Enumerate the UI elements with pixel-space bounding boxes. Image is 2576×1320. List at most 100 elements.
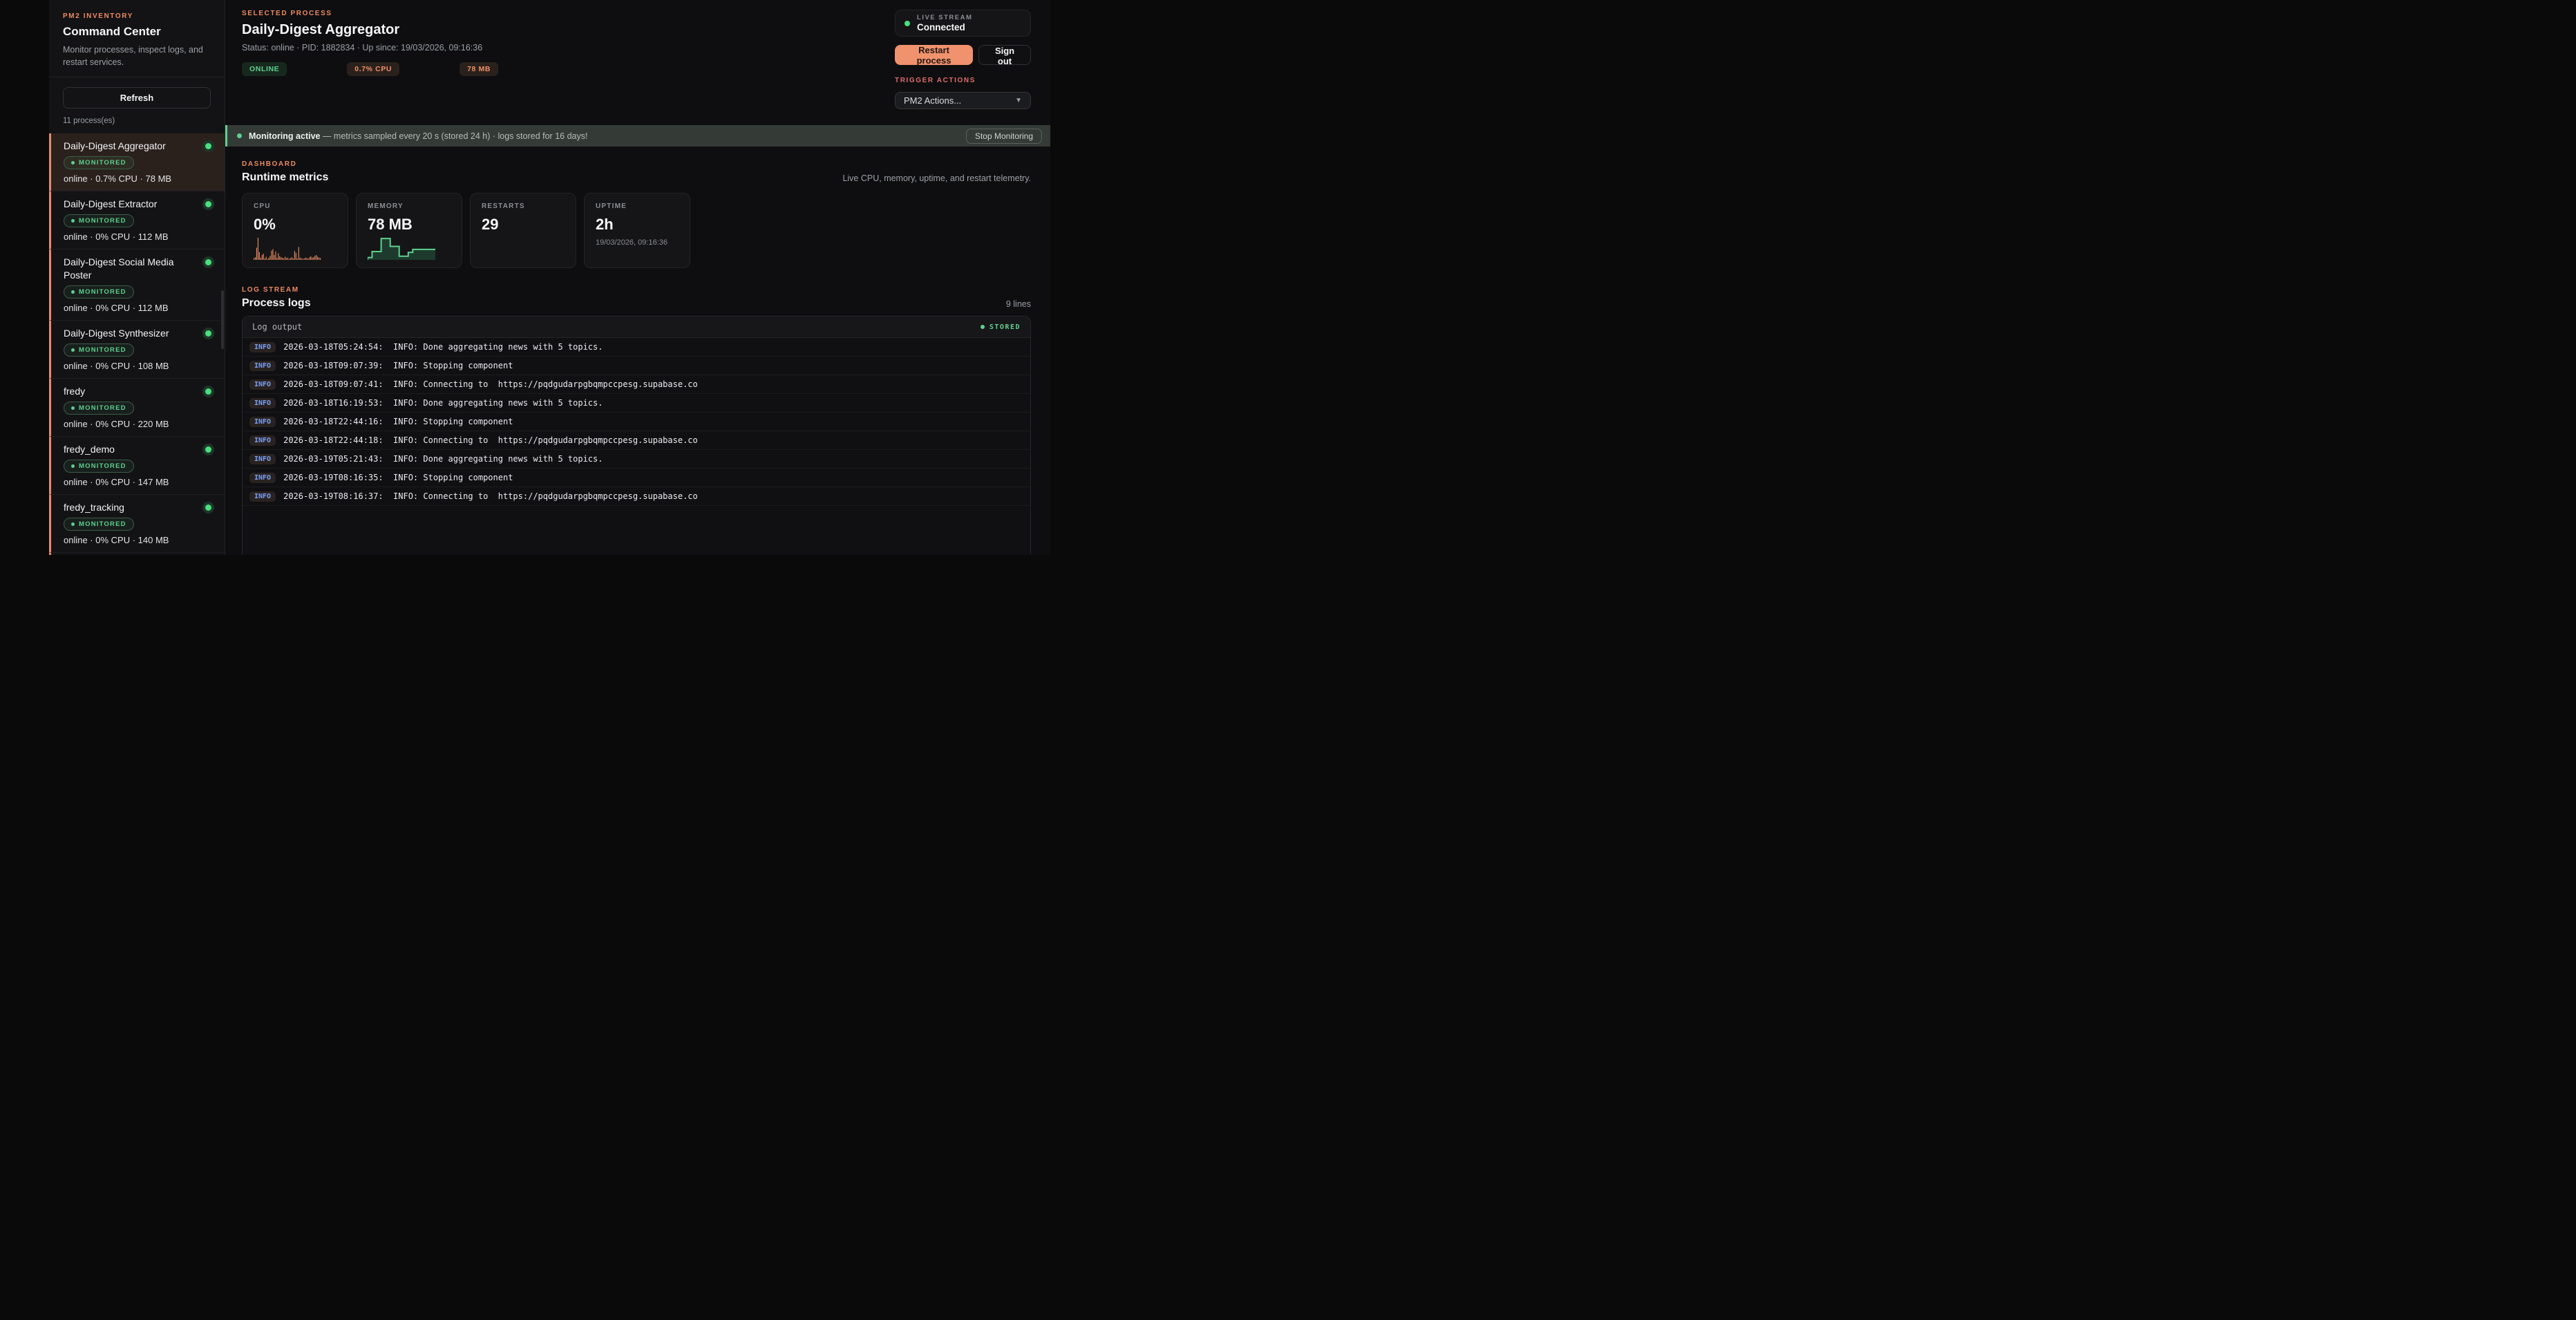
- live-stream-texts: LIVE STREAM Connected: [917, 14, 972, 32]
- sidebar-header: PM2 INVENTORY Command Center Monitor pro…: [49, 0, 225, 77]
- header-actions: LIVE STREAM Connected Restart process Si…: [895, 10, 1031, 125]
- online-dot-icon: [205, 143, 211, 149]
- log-message: 2026-03-18T09:07:39: INFO: Stopping comp…: [283, 361, 513, 370]
- process-logs-title: Process logs: [242, 297, 311, 309]
- monitored-badge: MONITORED: [64, 518, 134, 531]
- live-stream-card: LIVE STREAM Connected: [895, 10, 1031, 37]
- stop-monitoring-button[interactable]: Stop Monitoring: [965, 128, 1042, 144]
- sidebar-process-item[interactable]: fredy_tracking MONITORED online · 0% CPU…: [49, 495, 225, 553]
- monitoring-banner-detail: — metrics sampled every 20 s (stored 24 …: [320, 131, 588, 141]
- metric-card-label: UPTIME: [596, 202, 627, 210]
- process-item-top-row: Daily-Digest Synthesizer: [64, 327, 214, 340]
- process-name: fredy_tracking: [64, 502, 124, 513]
- monitored-badge: MONITORED: [64, 460, 134, 473]
- stored-dot-icon: [980, 325, 985, 329]
- sidebar-process-item[interactable]: fredy_demo MONITORED online · 0% CPU · 1…: [49, 437, 225, 495]
- log-row: INFO 2026-03-18T05:24:54: INFO: Done agg…: [243, 338, 1030, 357]
- metric-card: MEMORY 78 MB: [356, 193, 462, 268]
- metric-card: RESTARTS 29: [470, 193, 576, 268]
- process-name: Daily-Digest Synthesizer: [64, 328, 169, 339]
- page-title: Daily-Digest Aggregator: [242, 22, 400, 37]
- monitored-badge: MONITORED: [64, 343, 134, 357]
- log-message: 2026-03-19T08:16:37: INFO: Connecting to…: [283, 491, 698, 501]
- monitoring-banner-bold: Monitoring active: [249, 131, 321, 141]
- log-row: INFO 2026-03-18T09:07:39: INFO: Stopping…: [243, 357, 1030, 375]
- dashboard-header-left: DASHBOARD Runtime metrics: [242, 160, 328, 184]
- metric-sparkline: [367, 236, 435, 260]
- sidebar-scrollbar[interactable]: [221, 290, 224, 349]
- metric-cards-row: CPU 0% MEMORY 78 MB RESTARTS 29 UPTIME 2…: [242, 193, 1031, 268]
- process-list-overflow-item: [49, 553, 225, 555]
- live-stream-label: LIVE STREAM: [917, 14, 973, 21]
- log-rows: INFO 2026-03-18T05:24:54: INFO: Done agg…: [243, 338, 1030, 506]
- monitoring-banner-text: Monitoring active — metrics sampled ever…: [249, 131, 587, 141]
- process-status-line: online · 0% CPU · 112 MB: [64, 232, 169, 242]
- monitored-dot-icon: [71, 522, 75, 526]
- dashboard-title: Runtime metrics: [242, 171, 329, 183]
- sidebar-process-item[interactable]: Daily-Digest Aggregator MONITORED online…: [49, 133, 225, 191]
- log-level-badge: INFO: [249, 491, 276, 502]
- metric-card: CPU 0%: [242, 193, 348, 268]
- process-status-line: online · 0% CPU · 220 MB: [64, 419, 169, 429]
- monitored-dot-icon: [71, 290, 75, 294]
- sidebar-process-item[interactable]: Daily-Digest Social Media Poster MONITOR…: [49, 249, 225, 321]
- pm2-actions-dropdown[interactable]: PM2 Actions... ▼: [895, 92, 1031, 109]
- monitored-dot-icon: [71, 464, 75, 468]
- pm2-actions-dropdown-value: PM2 Actions...: [904, 95, 962, 106]
- log-level-badge: INFO: [249, 453, 276, 464]
- monitored-badge-text: MONITORED: [79, 520, 126, 528]
- online-dot-icon: [205, 388, 211, 395]
- monitored-badge-text: MONITORED: [79, 404, 126, 412]
- log-level-badge: INFO: [249, 435, 276, 446]
- dashboard-section: DASHBOARD Runtime metrics Live CPU, memo…: [225, 160, 1050, 268]
- metric-card-value: 29: [482, 216, 499, 233]
- monitored-badge: MONITORED: [64, 285, 134, 299]
- selected-process-block: SELECTED PROCESS Daily-Digest Aggregator…: [242, 10, 499, 125]
- log-row: INFO 2026-03-19T05:21:43: INFO: Done agg…: [243, 450, 1030, 469]
- restart-process-button[interactable]: Restart process: [895, 45, 974, 66]
- process-item-top-row: fredy_tracking: [64, 501, 214, 514]
- monitored-dot-icon: [71, 406, 75, 410]
- sidebar-process-item[interactable]: Daily-Digest Extractor MONITORED online …: [49, 191, 225, 249]
- log-header-left: LOG STREAM Process logs: [242, 286, 311, 310]
- refresh-button[interactable]: Refresh: [63, 87, 211, 109]
- log-level-badge: INFO: [249, 416, 276, 427]
- process-name: Daily-Digest Extractor: [64, 198, 158, 209]
- metric-card: UPTIME 2h 19/03/2026, 09:16:36: [584, 193, 690, 268]
- log-message: 2026-03-18T05:24:54: INFO: Done aggregat…: [283, 342, 603, 352]
- process-item-top-row: Daily-Digest Aggregator: [64, 140, 214, 153]
- monitored-badge-text: MONITORED: [79, 462, 126, 470]
- process-name: Daily-Digest Aggregator: [64, 140, 166, 151]
- log-panel-header: Log output STORED: [243, 317, 1030, 338]
- trigger-actions-label: TRIGGER ACTIONS: [895, 77, 976, 84]
- header-buttons: Restart process Sign out: [895, 45, 1031, 66]
- process-count: 11 process(es): [63, 117, 115, 125]
- monitoring-active-icon: [237, 133, 242, 138]
- log-row: INFO 2026-03-18T16:19:53: INFO: Done agg…: [243, 394, 1030, 413]
- online-dot-icon: [205, 330, 211, 337]
- dashboard-label: DASHBOARD: [242, 160, 297, 168]
- log-output-title: Log output: [252, 322, 303, 332]
- sidebar-process-item[interactable]: Daily-Digest Synthesizer MONITORED onlin…: [49, 321, 225, 379]
- log-row: INFO 2026-03-19T08:16:37: INFO: Connecti…: [243, 487, 1030, 506]
- sidebar-process-item[interactable]: fredy MONITORED online · 0% CPU · 220 MB: [49, 379, 225, 437]
- sign-out-button[interactable]: Sign out: [978, 45, 1031, 66]
- monitored-badge-text: MONITORED: [79, 159, 126, 167]
- status-badge: 0.7% CPU: [347, 62, 400, 76]
- stored-badge-text: STORED: [989, 323, 1021, 331]
- log-level-badge: INFO: [249, 341, 276, 352]
- log-row: INFO 2026-03-18T09:07:41: INFO: Connecti…: [243, 375, 1030, 394]
- connection-status-icon: [905, 20, 910, 26]
- process-status-line: online · 0% CPU · 147 MB: [64, 477, 169, 487]
- metric-sparkline: [254, 236, 321, 260]
- process-status-line: online · 0% CPU · 112 MB: [64, 303, 169, 313]
- live-stream-value: Connected: [917, 22, 965, 32]
- metric-card-label: RESTARTS: [482, 202, 525, 210]
- metric-card-subtext: 19/03/2026, 09:16:36: [596, 238, 667, 247]
- metric-card-label: CPU: [254, 202, 271, 210]
- log-output-panel: Log output STORED INFO 2026-03-18T05:24:…: [242, 316, 1031, 554]
- log-section: LOG STREAM Process logs 9 lines Log outp…: [225, 286, 1050, 554]
- stored-badge: STORED: [980, 323, 1021, 331]
- app-shell: PM2 INVENTORY Command Center Monitor pro…: [49, 0, 1050, 555]
- process-name: fredy_demo: [64, 444, 115, 455]
